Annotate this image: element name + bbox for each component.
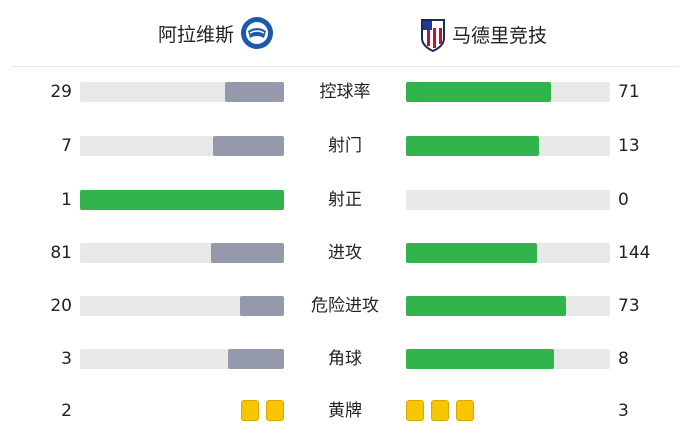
home-bar-fill — [228, 349, 284, 369]
home-yellow-cards — [241, 400, 284, 421]
stat-label: 角球 — [328, 349, 362, 369]
home-bar-track — [80, 190, 284, 210]
stat-label: 射门 — [328, 136, 362, 156]
home-bar-fill — [224, 82, 284, 102]
away-bar-fill — [406, 243, 537, 263]
away-bar-track — [406, 190, 610, 210]
stat-row-yellow-cards: 2 黄牌 3 — [0, 400, 690, 422]
stat-row: 20 危险进攻 73 — [0, 295, 690, 317]
away-yellow-cards — [406, 400, 474, 421]
away-bar-track — [406, 349, 610, 369]
home-value: 7 — [61, 136, 72, 156]
stat-row: 3 角球 8 — [0, 348, 690, 370]
match-header: 阿拉维斯 马德里竞技 — [0, 0, 690, 66]
stat-label: 射正 — [328, 190, 362, 210]
away-value: 8 — [618, 349, 629, 369]
away-bar-track — [406, 82, 610, 102]
yellow-card-icon — [406, 400, 424, 421]
away-team[interactable]: 马德里竞技 — [420, 16, 547, 52]
stat-label: 黄牌 — [328, 401, 362, 421]
home-value: 29 — [50, 82, 72, 102]
away-bar-track — [406, 296, 610, 316]
home-bar-fill — [240, 296, 284, 316]
home-bar-fill — [212, 136, 284, 156]
away-bar-fill — [406, 349, 555, 369]
away-bar-fill — [406, 136, 539, 156]
home-bar-track — [80, 136, 284, 156]
away-value: 71 — [618, 82, 640, 102]
away-value: 3 — [618, 401, 629, 421]
stat-label: 控球率 — [319, 82, 371, 102]
yellow-card-icon — [431, 400, 449, 421]
home-value: 3 — [61, 349, 72, 369]
alaves-crest-icon — [241, 17, 274, 49]
yellow-card-icon — [456, 400, 474, 421]
home-bar-fill — [80, 190, 284, 210]
home-bar-track — [80, 349, 284, 369]
away-bar-fill — [406, 82, 551, 102]
stat-label: 进攻 — [328, 243, 362, 263]
home-bar-track — [80, 82, 284, 102]
home-value: 81 — [50, 243, 72, 263]
away-bar-track — [406, 243, 610, 263]
away-value: 73 — [618, 296, 640, 316]
home-bar-track — [80, 296, 284, 316]
stat-row: 29 控球率 71 — [0, 81, 690, 103]
header-divider — [12, 66, 678, 67]
yellow-card-icon — [266, 400, 284, 421]
stat-row: 81 进攻 144 — [0, 242, 690, 264]
stat-row: 1 射正 0 — [0, 189, 690, 211]
atletico-madrid-crest-icon — [421, 19, 445, 52]
away-bar-fill — [406, 296, 567, 316]
away-value: 144 — [618, 243, 651, 263]
away-bar-track — [406, 136, 610, 156]
away-value: 0 — [618, 190, 629, 210]
stat-row: 7 射门 13 — [0, 135, 690, 157]
home-team-name: 阿拉维斯 — [158, 23, 235, 46]
away-team-name: 马德里竞技 — [452, 24, 548, 47]
home-value: 1 — [61, 190, 72, 210]
away-value: 13 — [618, 136, 640, 156]
home-value: 20 — [50, 296, 72, 316]
home-value: 2 — [61, 401, 72, 421]
yellow-card-icon — [241, 400, 259, 421]
stat-label: 危险进攻 — [311, 296, 379, 316]
home-bar-track — [80, 243, 284, 263]
home-bar-fill — [210, 243, 284, 263]
home-team[interactable]: 阿拉维斯 — [158, 16, 274, 50]
